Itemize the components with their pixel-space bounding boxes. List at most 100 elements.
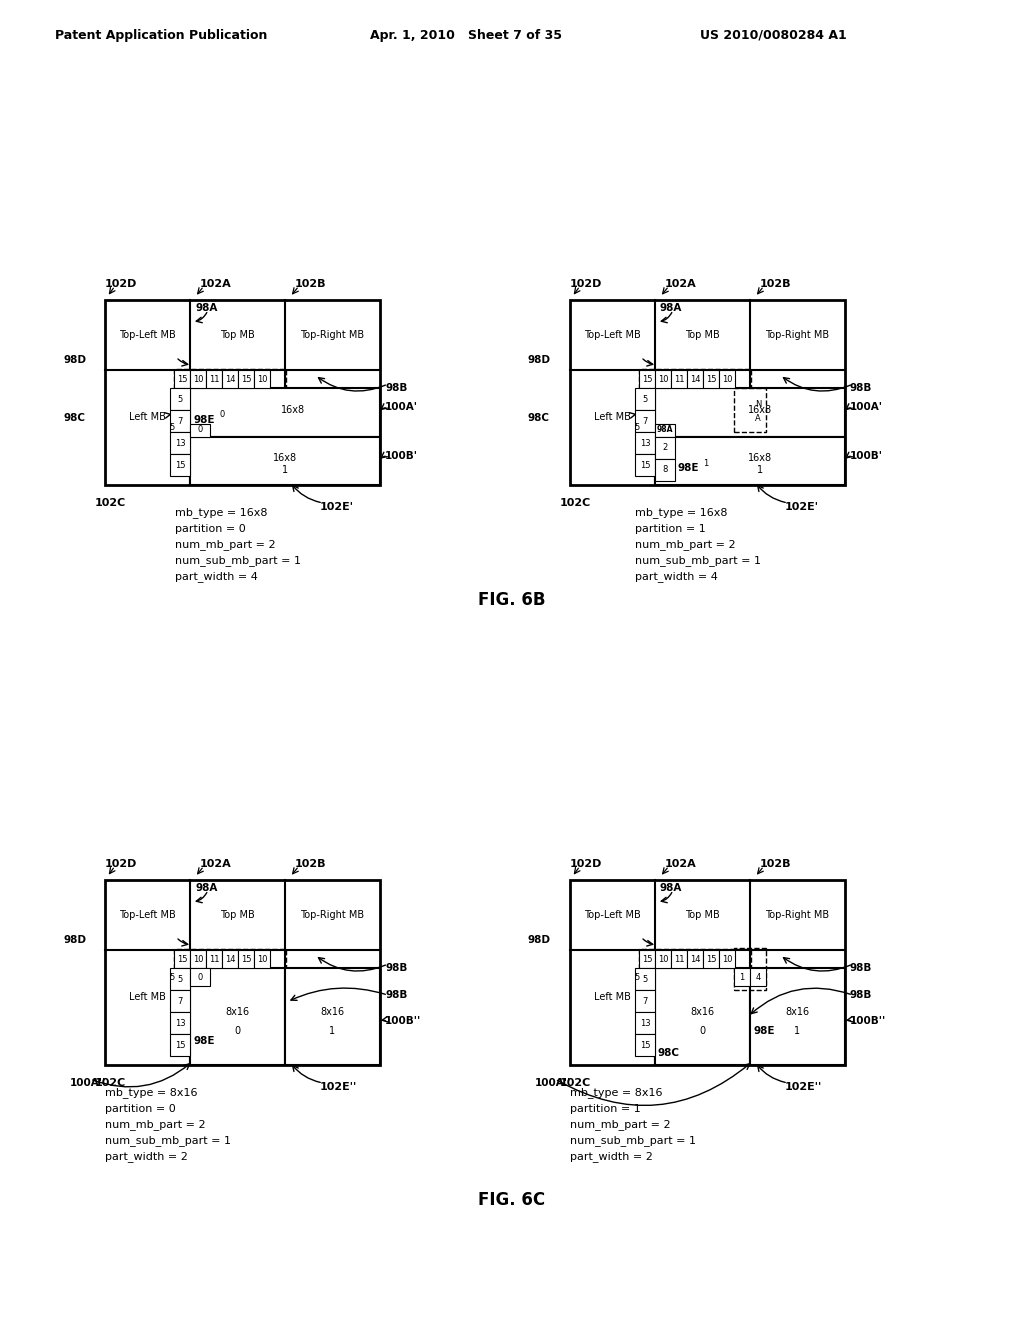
Text: FIG. 6B: FIG. 6B [478,591,546,609]
Bar [174,370,286,388]
Text: 8x16: 8x16 [321,1007,344,1016]
Text: 8x16: 8x16 [225,1007,250,1016]
Text: 98A: 98A [660,304,682,313]
Bar [639,370,655,388]
Text: Top MB: Top MB [220,330,255,341]
Text: 15: 15 [642,954,652,964]
Text: 15: 15 [706,375,716,384]
Text: 10: 10 [722,375,732,384]
Text: 1: 1 [739,973,744,982]
Text: num_sub_mb_part = 1: num_sub_mb_part = 1 [570,1135,696,1147]
Text: Top-Right MB: Top-Right MB [300,909,365,920]
Text: 10: 10 [193,954,203,964]
Text: 98A: 98A [656,425,673,434]
Bar [750,968,766,986]
Text: 98E: 98E [193,414,214,425]
Text: 98B: 98B [850,990,872,1001]
Bar [635,990,655,1012]
Text: 98C: 98C [528,413,550,422]
Bar [222,370,238,388]
Bar [750,968,845,1065]
Text: part_width = 2: part_width = 2 [105,1151,187,1163]
Text: US 2010/0080284 A1: US 2010/0080284 A1 [700,29,847,41]
Text: 102E'': 102E'' [785,1082,822,1092]
Bar [719,950,735,968]
Text: 11: 11 [674,954,684,964]
Text: 1: 1 [757,466,763,475]
Text: 13: 13 [640,438,650,447]
Text: 7: 7 [177,997,182,1006]
Text: 98A: 98A [195,304,217,313]
Text: 100A': 100A' [385,403,418,412]
Bar [734,388,766,432]
Text: 7: 7 [642,997,648,1006]
Text: 98E: 98E [753,1026,774,1036]
Text: 102B: 102B [760,859,792,869]
Text: 10: 10 [193,375,203,384]
Text: 11: 11 [209,954,219,964]
Text: 1: 1 [703,458,709,467]
Text: Top MB: Top MB [685,909,720,920]
Text: 98E: 98E [677,463,698,473]
Bar [190,437,380,484]
Text: 98B: 98B [850,964,872,973]
Text: A: A [755,413,761,422]
Text: 98D: 98D [528,935,551,945]
Bar [687,950,703,968]
Text: 16x8: 16x8 [748,453,772,463]
Text: Apr. 1, 2010   Sheet 7 of 35: Apr. 1, 2010 Sheet 7 of 35 [370,29,562,41]
Text: 15: 15 [175,461,185,470]
Bar [570,880,845,1065]
Text: 102A: 102A [665,859,696,869]
Text: 15: 15 [706,954,716,964]
Text: 4: 4 [756,973,761,982]
Text: 10: 10 [657,954,669,964]
Text: Top-Left MB: Top-Left MB [584,330,641,341]
Text: Patent Application Publication: Patent Application Publication [55,29,267,41]
Text: Top MB: Top MB [220,909,255,920]
Text: 102C: 102C [95,498,126,508]
Bar [254,370,270,388]
Text: 98C: 98C [63,413,85,422]
Bar [703,370,719,388]
Text: partition = 1: partition = 1 [635,524,706,535]
Text: 102A: 102A [200,859,231,869]
Text: 98B: 98B [850,383,872,393]
Text: 102C: 102C [560,498,591,508]
Text: 5: 5 [642,395,647,404]
Text: 102D: 102D [105,859,137,869]
Text: 14: 14 [224,375,236,384]
Text: Left MB: Left MB [129,993,166,1002]
Bar [734,948,766,990]
Bar [190,370,206,388]
Text: 15: 15 [177,954,187,964]
Text: 100B'': 100B'' [850,1016,886,1027]
Bar [190,968,285,1065]
Text: num_mb_part = 2: num_mb_part = 2 [105,1119,206,1130]
Text: 8x16: 8x16 [785,1007,810,1016]
Text: 0: 0 [219,411,224,418]
Bar [105,300,380,484]
Bar [174,949,286,968]
Text: 98D: 98D [528,355,551,366]
Bar [635,432,655,454]
Bar [635,411,655,432]
Text: 16x8: 16x8 [281,405,305,414]
Text: 1: 1 [330,1026,336,1036]
Text: 10: 10 [257,375,267,384]
Text: 102A: 102A [200,279,231,289]
Text: mb_type = 16x8: mb_type = 16x8 [175,508,267,519]
Bar [190,968,210,986]
Text: num_mb_part = 2: num_mb_part = 2 [570,1119,671,1130]
Bar [170,1034,190,1056]
Text: 15: 15 [642,375,652,384]
Bar [238,370,254,388]
Bar [254,950,270,968]
Text: 5: 5 [635,973,640,982]
Text: 0: 0 [699,1026,706,1036]
Bar [105,880,380,1065]
Text: Top-Right MB: Top-Right MB [765,330,829,341]
Text: 102B: 102B [295,279,327,289]
Text: 100B': 100B' [385,450,418,461]
Text: 102E': 102E' [319,502,354,512]
